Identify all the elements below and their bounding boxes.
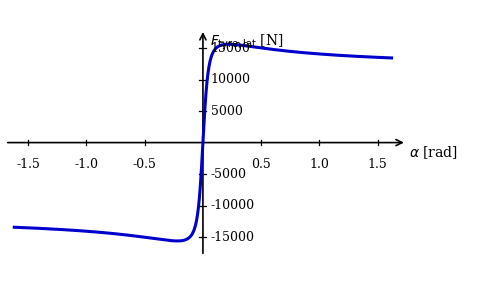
Text: -15000: -15000	[211, 231, 254, 244]
Text: 1.5: 1.5	[368, 158, 387, 171]
Text: 5000: 5000	[211, 104, 243, 118]
Text: -5000: -5000	[211, 168, 247, 181]
Text: 15000: 15000	[211, 42, 250, 54]
Text: 0.5: 0.5	[251, 158, 271, 171]
Text: -10000: -10000	[211, 199, 255, 212]
Text: -1.0: -1.0	[74, 158, 99, 171]
Text: $\alpha$ [rad]: $\alpha$ [rad]	[409, 144, 458, 161]
Text: -1.5: -1.5	[16, 158, 40, 171]
Text: 10000: 10000	[211, 73, 250, 86]
Text: 1.0: 1.0	[310, 158, 329, 171]
Text: $F_{\rm tyre,lat}$ [N]: $F_{\rm tyre,lat}$ [N]	[210, 33, 283, 52]
Text: -0.5: -0.5	[133, 158, 157, 171]
